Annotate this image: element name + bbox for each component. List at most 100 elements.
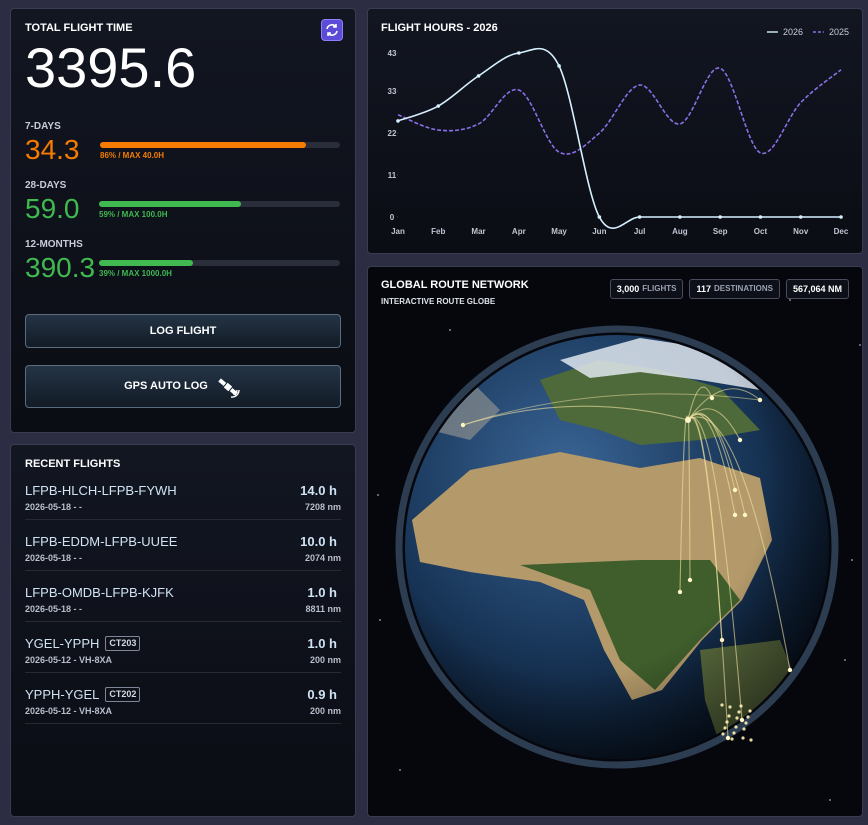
stat-track bbox=[99, 260, 340, 266]
route-arc bbox=[687, 417, 729, 739]
y-tick-label: 22 bbox=[388, 129, 397, 138]
route-arc bbox=[679, 415, 689, 593]
badge-value: 567,064 NM bbox=[792, 283, 842, 294]
flight-date: 2026-05-18 - - bbox=[25, 604, 83, 614]
flight-hours: 0.9 h bbox=[307, 687, 337, 702]
x-tick-label: Feb bbox=[431, 227, 445, 236]
satellite-icon bbox=[218, 377, 240, 398]
city-light bbox=[720, 703, 724, 707]
city-light bbox=[727, 714, 731, 718]
city-light bbox=[748, 709, 752, 713]
route-arc bbox=[462, 393, 761, 426]
x-tick-label: Nov bbox=[793, 227, 809, 236]
total-value: 3395.6 bbox=[25, 36, 197, 99]
route-hub bbox=[685, 417, 691, 423]
legend-label: 2025 bbox=[829, 27, 849, 37]
data-point bbox=[798, 215, 803, 219]
star bbox=[399, 769, 401, 771]
stat-label: 28-DAYS bbox=[25, 180, 67, 191]
city-light bbox=[737, 710, 741, 714]
button-label: LOG FLIGHT bbox=[149, 324, 217, 337]
flight-tag: CT202 bbox=[105, 687, 141, 702]
data-point bbox=[517, 51, 521, 55]
city-light bbox=[734, 725, 738, 729]
route-arc bbox=[687, 408, 741, 441]
city-light bbox=[749, 738, 753, 742]
route-node bbox=[732, 512, 738, 518]
refresh-button[interactable] bbox=[321, 19, 343, 41]
route-node bbox=[709, 395, 715, 401]
stat-bar bbox=[100, 142, 307, 148]
x-tick-label: Aug bbox=[672, 227, 688, 236]
recent-panel bbox=[10, 444, 356, 817]
flight-distance: 7208 nm bbox=[304, 502, 341, 512]
route-arc bbox=[462, 405, 689, 426]
route-arc bbox=[687, 417, 743, 721]
summary-panel bbox=[10, 8, 356, 433]
panel-subtitle: INTERACTIVE ROUTE GLOBE bbox=[381, 297, 496, 306]
city-light bbox=[746, 715, 750, 719]
flight-hours: 1.0 h bbox=[307, 636, 337, 651]
stat-label: 7-DAYS bbox=[25, 121, 61, 132]
refresh-icon bbox=[326, 24, 338, 36]
stat-value: 59.0 bbox=[25, 193, 80, 224]
series-line bbox=[397, 67, 842, 155]
data-point bbox=[557, 64, 561, 68]
flight-hours: 10.0 h bbox=[300, 534, 337, 549]
legend-label: 2026 bbox=[783, 27, 803, 37]
row-divider bbox=[25, 570, 341, 571]
route-arc bbox=[687, 386, 713, 421]
city-light bbox=[741, 736, 745, 740]
row-divider bbox=[25, 621, 341, 622]
globe-shade bbox=[405, 335, 829, 759]
badge-value: 117 bbox=[696, 283, 711, 294]
y-tick-label: 0 bbox=[390, 213, 395, 222]
action-button[interactable]: GPS AUTO LOG bbox=[25, 365, 341, 408]
data-point bbox=[436, 104, 441, 108]
data-point bbox=[476, 74, 481, 78]
flight-distance: 200 nm bbox=[309, 655, 341, 665]
stat-value: 390.3 bbox=[25, 252, 96, 283]
data-point bbox=[758, 215, 763, 219]
star bbox=[844, 659, 846, 661]
flight-distance: 8811 nm bbox=[305, 604, 341, 614]
x-tick-label: Dec bbox=[834, 227, 849, 236]
x-tick-label: Sep bbox=[713, 227, 728, 236]
route-node bbox=[732, 487, 738, 493]
city-light bbox=[744, 721, 748, 725]
city-light bbox=[735, 716, 739, 720]
star bbox=[377, 494, 379, 496]
flight-route: YGEL-YPPH bbox=[25, 636, 100, 651]
star bbox=[859, 344, 861, 346]
route-node bbox=[725, 735, 731, 741]
route-node bbox=[742, 512, 748, 518]
route-arc bbox=[687, 413, 736, 516]
flight-hours: 1.0 h bbox=[307, 585, 337, 600]
flight-route: LFPB-EDDM-LFPB-UUEE bbox=[25, 534, 178, 549]
chart-title: FLIGHT HOURS - 2026 bbox=[381, 22, 498, 34]
atmosphere bbox=[395, 325, 839, 769]
flight-hours: 14.0 h bbox=[300, 483, 337, 498]
city-light bbox=[728, 705, 732, 709]
flight-date: 2026-05-18 - - bbox=[25, 553, 83, 563]
city-light bbox=[730, 737, 734, 741]
x-tick-label: Mar bbox=[471, 227, 485, 236]
data-point bbox=[396, 119, 400, 123]
stat-bar bbox=[99, 260, 193, 266]
star bbox=[851, 559, 853, 561]
action-button[interactable]: LOG FLIGHT bbox=[25, 314, 341, 348]
city-light bbox=[725, 720, 729, 724]
stat-bar bbox=[99, 201, 242, 207]
stat-value: 34.3 bbox=[25, 134, 80, 165]
star bbox=[449, 329, 451, 331]
route-arc bbox=[687, 413, 746, 516]
data-point bbox=[597, 215, 602, 219]
data-point bbox=[718, 215, 722, 219]
flight-distance: 200 nm bbox=[309, 706, 341, 716]
button-label: GPS AUTO LOG bbox=[124, 380, 208, 392]
route-node bbox=[687, 577, 693, 583]
y-tick-label: 11 bbox=[388, 171, 397, 180]
flight-route: YPPH-YGEL bbox=[25, 687, 100, 702]
